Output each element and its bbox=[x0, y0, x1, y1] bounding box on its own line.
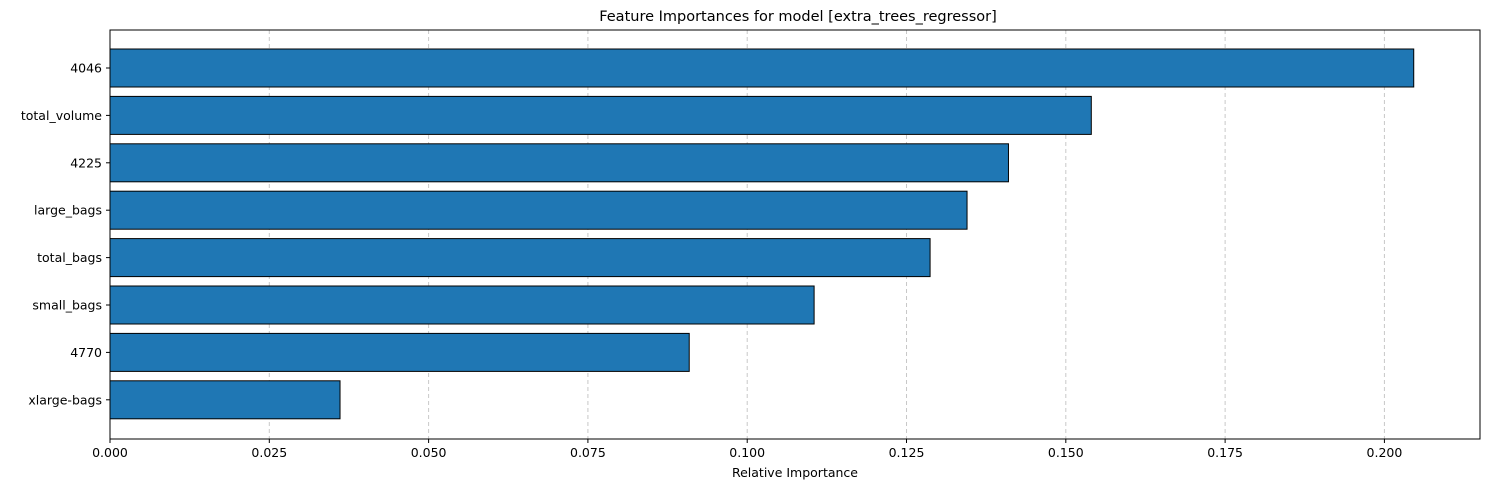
y-tick-label: large_bags bbox=[34, 203, 102, 218]
bar-small_bags bbox=[109, 285, 815, 325]
x-tick-label: 0.175 bbox=[1207, 445, 1243, 460]
x-tick-label: 0.100 bbox=[729, 445, 765, 460]
bar-4046 bbox=[109, 48, 1415, 88]
bar-large_bags bbox=[109, 190, 968, 230]
y-tick-label: 4225 bbox=[70, 155, 102, 170]
chart-title: Feature Importances for model [extra_tre… bbox=[599, 9, 997, 25]
y-tick-label: 4770 bbox=[70, 345, 102, 360]
y-ticks: 4046 total_volume 4225 large_bags total_bags… bbox=[21, 61, 110, 407]
bar-4770 bbox=[109, 332, 690, 372]
x-tick-label: 0.150 bbox=[1048, 445, 1084, 460]
y-tick-label: xlarge-bags bbox=[28, 392, 102, 407]
y-tick-label: total_volume bbox=[21, 108, 102, 123]
grid-lines bbox=[268, 30, 1385, 439]
x-tick-label: 0.050 bbox=[411, 445, 447, 460]
y-tick-label: small_bags bbox=[32, 298, 102, 313]
bars bbox=[109, 48, 1415, 420]
y-tick-label: 4046 bbox=[70, 61, 102, 76]
x-ticks: 0.000 0.025 0.050 0.075 0.100 0.125 0.150 0.175… bbox=[92, 439, 1402, 460]
x-tick-label: 0.025 bbox=[251, 445, 287, 460]
x-tick-label: 0.075 bbox=[570, 445, 606, 460]
bar-4225 bbox=[109, 143, 1009, 183]
bar-total_volume bbox=[109, 95, 1092, 135]
y-tick-label: total_bags bbox=[37, 250, 102, 265]
bar-total_bags bbox=[109, 238, 931, 278]
x-tick-label: 0.125 bbox=[889, 445, 925, 460]
x-axis-label: Relative Importance bbox=[732, 465, 858, 480]
x-tick-label: 0.000 bbox=[92, 445, 128, 460]
bar-xlarge-bags bbox=[109, 380, 341, 420]
plot-frame bbox=[109, 29, 1481, 440]
x-tick-label: 0.200 bbox=[1367, 445, 1403, 460]
